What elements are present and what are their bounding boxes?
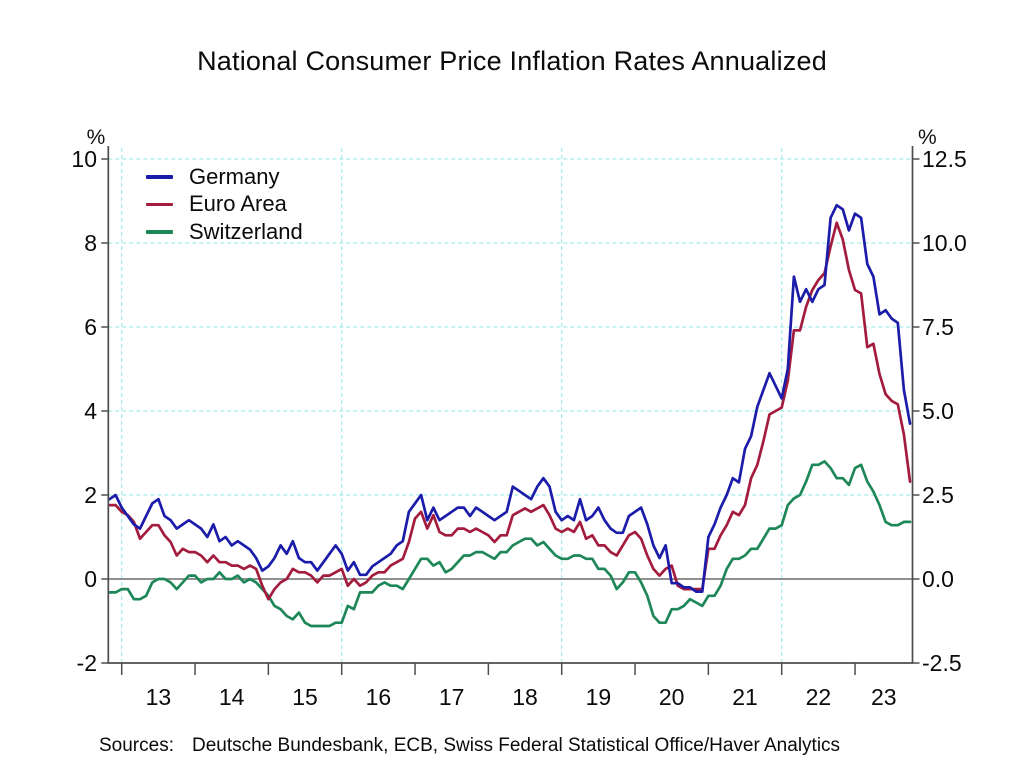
x-axis-year-label: 18 xyxy=(512,684,538,710)
x-axis-year-label: 21 xyxy=(732,684,758,710)
right-axis-tick-label: 5.0 xyxy=(922,398,954,424)
x-axis-year-label: 15 xyxy=(292,684,318,710)
legend-item-euro-area: Euro Area xyxy=(146,191,303,219)
right-axis-tick-label: 7.5 xyxy=(922,314,954,340)
x-axis-year-label: 17 xyxy=(439,684,465,710)
legend-label-euro-area: Euro Area xyxy=(189,191,287,217)
left-axis-tick-label: 8 xyxy=(84,230,97,256)
x-axis-year-label: 14 xyxy=(219,684,245,710)
left-axis-tick-label: 4 xyxy=(84,398,97,424)
legend: Germany Euro Area Switzerland xyxy=(146,163,303,246)
x-axis-year-label: 22 xyxy=(806,684,832,710)
x-axis-year-label: 19 xyxy=(586,684,612,710)
right-axis-tick-label: 12.5 xyxy=(922,146,967,172)
right-axis-unit-label: % xyxy=(918,126,937,149)
right-axis-tick-label: 0.0 xyxy=(922,566,954,592)
x-axis-year-label: 23 xyxy=(871,684,897,710)
left-axis-tick-label: -2 xyxy=(77,650,97,676)
sources-text: Deutsche Bundesbank, ECB, Swiss Federal … xyxy=(191,735,841,756)
series-line-euro-area xyxy=(108,221,912,601)
sources-note: Sources: Deutsche Bundesbank, ECB, Swiss … xyxy=(99,735,840,757)
legend-item-switzerland: Switzerland xyxy=(146,218,303,246)
legend-label-switzerland: Switzerland xyxy=(189,218,303,244)
euro-area-line-swatch xyxy=(146,202,173,206)
right-axis-tick-label: 10.0 xyxy=(922,230,967,256)
left-axis-tick-label: 2 xyxy=(84,482,97,508)
germany-line-swatch xyxy=(146,175,173,179)
left-axis-tick-label: 10 xyxy=(71,146,97,172)
x-axis-year-label: 13 xyxy=(146,684,172,710)
right-axis-tick-label: -2.5 xyxy=(922,650,962,676)
left-axis-unit-label: % xyxy=(86,126,106,149)
x-axis-year-label: 20 xyxy=(659,684,685,710)
left-axis-tick-label: 6 xyxy=(84,314,97,340)
legend-item-germany: Germany xyxy=(146,163,303,191)
right-axis-tick-label: 2.5 xyxy=(922,482,954,508)
switzerland-line-swatch xyxy=(146,230,173,234)
x-axis-year-label: 16 xyxy=(366,684,392,710)
series-line-switzerland xyxy=(108,460,912,628)
chart-title: National Consumer Price Inflation Rates … xyxy=(197,46,827,76)
sources-label: Sources: xyxy=(99,735,174,756)
series-line-germany xyxy=(108,203,912,593)
left-axis-tick-label: 0 xyxy=(84,566,97,592)
legend-label-germany: Germany xyxy=(189,163,280,189)
